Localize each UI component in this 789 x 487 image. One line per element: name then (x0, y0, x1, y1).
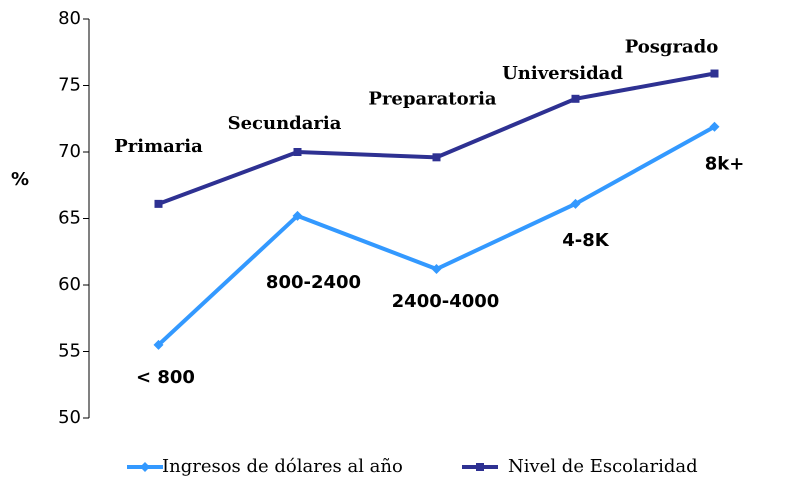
marker (293, 148, 302, 156)
marker (476, 463, 484, 471)
marker (710, 69, 719, 78)
y-tick-label: 65 (58, 208, 81, 229)
marker (570, 198, 581, 209)
point-label: Primaria (114, 136, 203, 157)
point-label: 2400-4000 (392, 291, 500, 312)
marker (432, 153, 441, 162)
point-label: Preparatoria (368, 88, 497, 109)
marker (709, 121, 720, 132)
y-tick-label: 55 (58, 341, 81, 362)
point-label: < 800 (136, 367, 195, 388)
legend-label: Ingresos de dólares al año (162, 456, 403, 477)
y-tick-label: 70 (58, 141, 81, 162)
marker (153, 339, 164, 350)
marker (571, 94, 580, 103)
y-tick-label: 75 (58, 75, 81, 96)
point-label: Secundaria (228, 113, 342, 134)
point-label: Universidad (502, 63, 623, 84)
marker (154, 199, 163, 208)
point-label: 4-8K (562, 230, 610, 251)
y-tick-label: 80 (58, 8, 81, 29)
y-axis-label: % (11, 169, 29, 190)
y-tick-label: 50 (58, 407, 81, 428)
point-label: 800-2400 (266, 272, 361, 293)
marker (292, 210, 303, 221)
marker (431, 264, 442, 275)
marker (140, 462, 150, 472)
point-label: 8k+ (705, 154, 745, 175)
y-tick-label: 60 (58, 274, 81, 295)
legend-label: Nivel de Escolaridad (508, 456, 698, 477)
point-label: Posgrado (625, 37, 719, 58)
